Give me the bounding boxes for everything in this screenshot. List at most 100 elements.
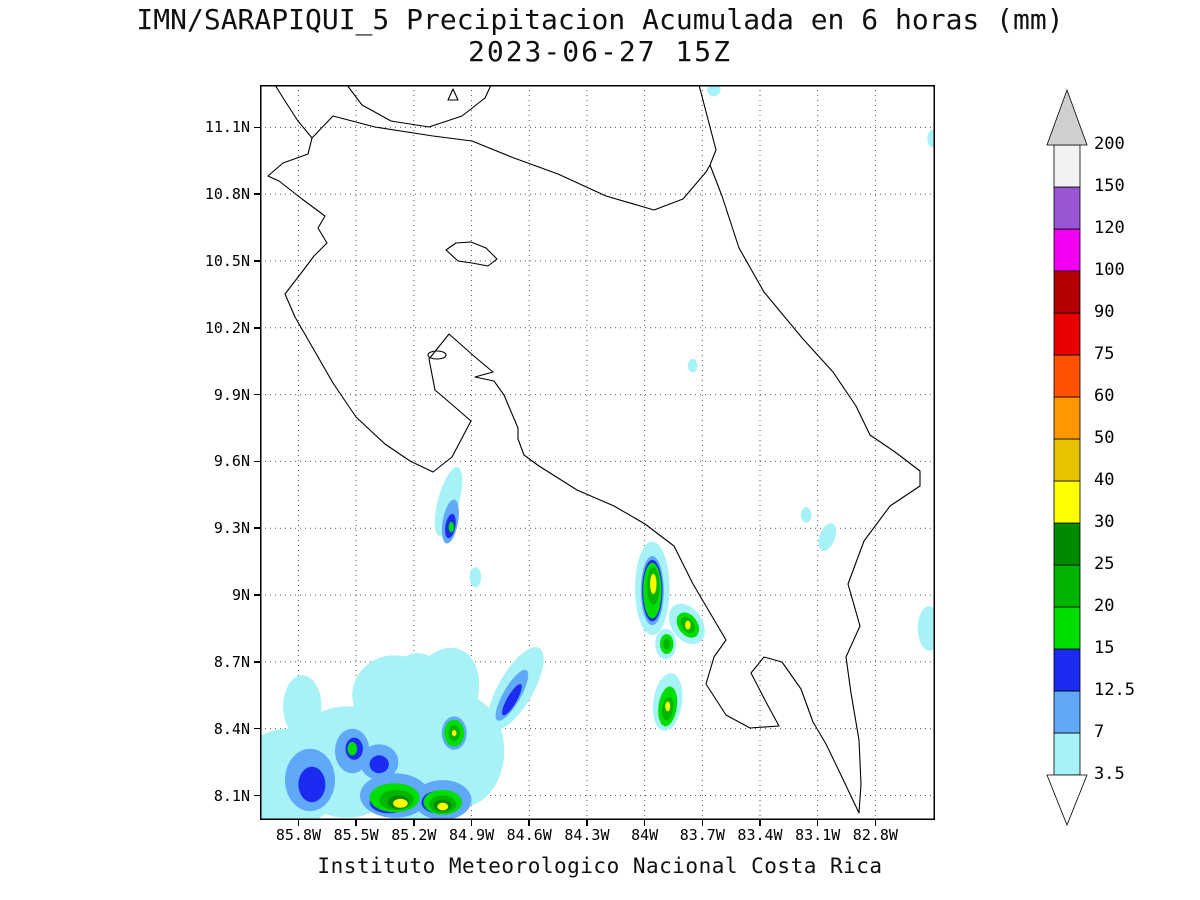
y-axis-tick <box>254 327 260 329</box>
colorbar-level-label: 12.5 <box>1094 680 1135 700</box>
y-axis-tick <box>254 727 260 730</box>
precip-cell <box>469 567 482 588</box>
y-axis-tick-label: 10.2N <box>204 318 250 337</box>
precip-cell <box>818 523 837 551</box>
colorbar-segment <box>1053 480 1081 524</box>
y-axis-tick-label: 9.9N <box>213 385 250 404</box>
x-axis-tick-label: 83.4W <box>737 826 783 844</box>
y-axis-tick <box>254 594 260 596</box>
y-axis-tick <box>254 193 260 195</box>
y-axis-tick <box>254 393 260 396</box>
y-axis-tick <box>254 460 260 463</box>
precip-cell <box>927 129 935 148</box>
colorbar-segment <box>1053 354 1081 398</box>
y-axis-tick-label: 9.3N <box>213 519 250 538</box>
y-axis-tick <box>254 260 260 262</box>
precip-cell <box>283 675 322 738</box>
lake-arenal <box>445 241 498 267</box>
x-axis-tick-label: 84W <box>631 826 659 844</box>
colorbar-segment <box>1053 732 1081 776</box>
colorbar-level-label: 30 <box>1094 512 1115 532</box>
colorbar-level-label: 60 <box>1094 386 1115 406</box>
map-border <box>260 85 935 820</box>
precip-cell <box>448 521 454 533</box>
precipitation-map <box>260 85 935 820</box>
colorbar-segment <box>1053 648 1081 692</box>
precip-cell <box>502 684 522 716</box>
costa-rica-outline <box>267 115 921 814</box>
x-axis-tick <box>413 820 415 826</box>
y-axis-tick-label: 10.5N <box>204 251 250 270</box>
x-axis-tick <box>643 820 646 826</box>
colorbar-level-label: 200 <box>1094 134 1125 154</box>
colorbar-level-label: 25 <box>1094 554 1115 574</box>
precip-cell <box>434 467 463 536</box>
x-axis-tick-label: 82.8W <box>852 826 898 844</box>
chira-island <box>427 350 447 360</box>
x-axis-tick-label: 84.6W <box>506 826 552 844</box>
x-axis-tick <box>816 820 819 826</box>
x-axis-tick <box>470 820 473 826</box>
colorbar-level-label: 120 <box>1094 218 1125 238</box>
coastline-layer <box>267 85 921 814</box>
colorbar-segment <box>1053 270 1081 314</box>
colorbar-segment <box>1053 564 1081 608</box>
precip-cell <box>393 798 408 808</box>
colorbar-segment <box>1053 690 1081 734</box>
colorbar-under-arrow <box>1046 774 1088 827</box>
x-axis-tick <box>528 820 530 826</box>
x-axis-tick <box>355 820 357 826</box>
colorbar-segment <box>1053 438 1081 482</box>
colorbar-level-label: 7 <box>1094 722 1105 742</box>
colorbar <box>1046 88 1088 827</box>
lake-nicaragua-shore <box>346 85 492 128</box>
x-axis-tick <box>874 820 877 826</box>
nicaragua-pacific-coast <box>274 85 313 139</box>
nicaragua-caribbean-coast <box>698 85 717 166</box>
x-axis-tick <box>759 820 761 826</box>
precip-cell <box>687 358 698 373</box>
colorbar-over-arrow <box>1046 88 1088 146</box>
y-axis-tick-label: 10.8N <box>204 185 250 204</box>
precip-cell <box>650 573 657 594</box>
colorbar-level-label: 40 <box>1094 470 1115 490</box>
y-axis-tick-label: 8.7N <box>213 652 250 671</box>
y-axis-tick-label: 8.4N <box>213 719 250 738</box>
precip-cell <box>663 638 671 650</box>
colorbar-segment <box>1053 606 1081 650</box>
x-axis-tick-label: 83.7W <box>679 826 725 844</box>
y-axis-tick-label: 8.1N <box>213 786 250 805</box>
precip-cell <box>369 755 389 774</box>
precip-cell <box>437 802 449 811</box>
colorbar-level-label: 3.5 <box>1094 764 1125 784</box>
colorbar-segment <box>1053 228 1081 272</box>
precip-cell <box>685 620 691 630</box>
colorbar-level-label: 100 <box>1094 260 1125 280</box>
precip-cell <box>665 701 671 712</box>
precip-cell <box>800 507 812 523</box>
colorbar-level-label: 50 <box>1094 428 1115 448</box>
precip-cell <box>394 653 441 702</box>
lake-nicaragua-island <box>447 88 459 101</box>
y-axis-tick <box>254 126 260 129</box>
x-axis-tick-label: 85.2W <box>391 826 437 844</box>
colorbar-level-label: 15 <box>1094 638 1115 658</box>
y-axis-tick <box>254 794 260 797</box>
precip-cell <box>707 85 721 97</box>
x-axis-tick-label: 83.1W <box>795 826 841 844</box>
y-axis-tick <box>254 661 260 663</box>
colorbar-level-label: 20 <box>1094 596 1115 616</box>
colorbar-segment <box>1053 312 1081 356</box>
y-axis-tick <box>254 527 260 529</box>
precip-cell <box>451 730 457 737</box>
x-axis-tick <box>586 820 588 826</box>
precip-cell <box>298 766 326 803</box>
precip-cell <box>917 606 935 651</box>
y-axis-tick-label: 9N <box>231 586 250 605</box>
chart-title: IMN/SARAPIQUI_5 Precipitacion Acumulada … <box>136 3 1064 36</box>
x-axis-tick <box>701 820 704 826</box>
colorbar-level-label: 150 <box>1094 176 1125 196</box>
x-axis-tick <box>297 820 300 826</box>
y-axis-tick-label: 11.1N <box>204 118 250 137</box>
